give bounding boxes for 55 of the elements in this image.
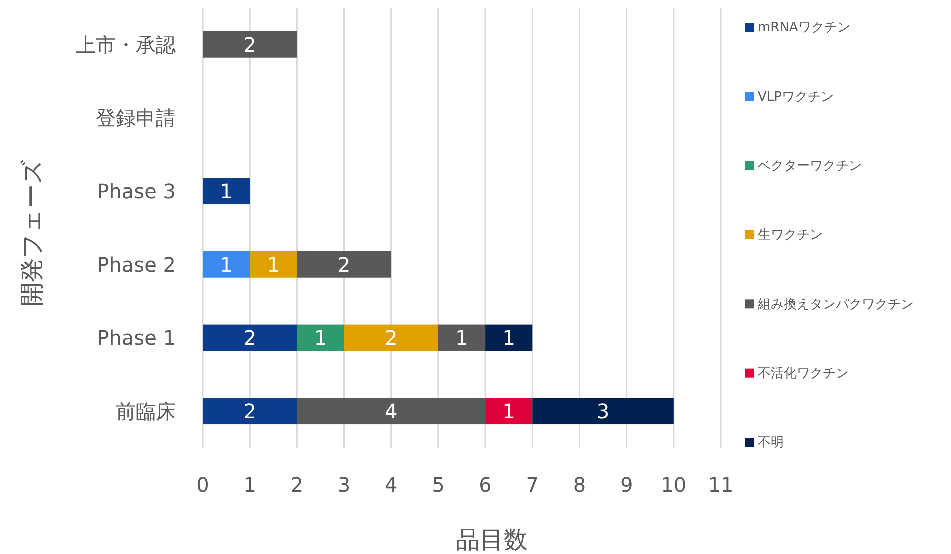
bar (203, 398, 298, 425)
data-label: 4 (384, 400, 398, 424)
x-tick-label: 1 (244, 473, 256, 497)
data-label: 3 (596, 400, 610, 424)
data-label: 1 (220, 180, 233, 204)
x-tick-label: 6 (479, 473, 492, 497)
bar (486, 324, 533, 352)
bar (532, 398, 674, 425)
x-tick-label: 11 (708, 473, 734, 497)
x-tick-label: 8 (573, 473, 586, 497)
x-tick-label: 9 (620, 473, 634, 497)
x-tick-label: 0 (196, 473, 210, 497)
x-tick-label: 7 (526, 473, 540, 497)
y-tick-label: Phase 3 (97, 180, 176, 204)
bar (297, 251, 392, 278)
data-label: 2 (244, 326, 256, 350)
bar (438, 324, 486, 352)
legend-label: 不明 (758, 436, 784, 451)
y-tick-label: 登録申請 (96, 106, 176, 130)
data-label: 2 (338, 252, 351, 277)
bar (203, 251, 250, 278)
legend-label: 組み換えタンパクワクチン (757, 297, 914, 312)
y-tick-label: Phase 1 (97, 326, 176, 350)
x-tick-label: 2 (290, 473, 304, 497)
bar (486, 398, 533, 425)
data-label: 1 (220, 252, 233, 277)
data-label: 2 (244, 400, 256, 424)
x-tick-label: 5 (432, 473, 445, 497)
y-tick-label: 上市・承認 (76, 32, 176, 57)
data-label: 1 (456, 326, 468, 350)
data-label: 1 (502, 400, 516, 424)
bar (344, 324, 438, 352)
bar (250, 251, 298, 278)
bar (203, 324, 298, 352)
legend-label: VLPワクチン (758, 90, 834, 105)
data-label: 2 (244, 32, 256, 57)
bar (203, 178, 250, 205)
x-tick-label: 4 (384, 473, 398, 497)
bar (297, 398, 486, 425)
legend-label: mRNAワクチン (758, 20, 850, 36)
legend-label: ベクターワクチン (758, 159, 862, 174)
bar (297, 324, 344, 352)
x-axis-title: 品目数 (456, 526, 528, 554)
x-tick-label: 3 (338, 473, 351, 497)
y-tick-label: 前臨床 (116, 400, 176, 424)
y-axis-title: 開発フェーズ (18, 160, 46, 306)
legend-label: 不活化ワクチン (758, 366, 849, 382)
data-label: 1 (314, 326, 328, 350)
data-label: 2 (384, 326, 398, 350)
y-tick-label: Phase 2 (97, 252, 176, 277)
legend-label: 生ワクチン (758, 228, 823, 244)
bar (203, 31, 298, 58)
x-tick-label: 10 (661, 473, 687, 497)
data-label: 1 (502, 326, 516, 350)
data-label: 1 (267, 252, 280, 277)
